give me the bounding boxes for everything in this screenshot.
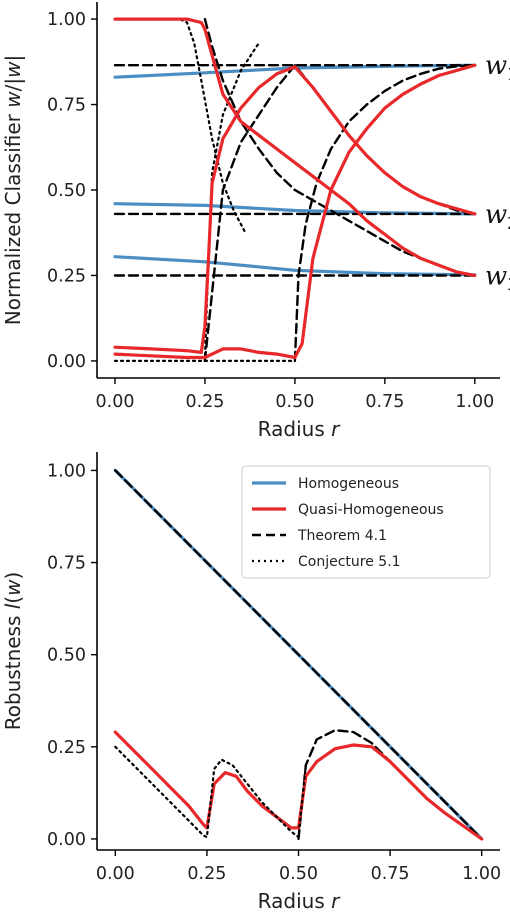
top-series-line-12-theory-dot [203,41,260,362]
y-tick-label: 1.00 [47,461,86,481]
x-tick-label: 0.75 [365,392,404,412]
top-series-line-11-theory-dot [113,18,246,233]
top-series-line-2-homogeneous [113,255,477,277]
x-axis-label: Radius r [258,417,341,441]
top-series-line-9-theory-dash [293,63,476,363]
y-axis-label: Normalized Classifier w/|w| [1,55,25,325]
y-tick-label: 0.75 [47,554,86,574]
top-series-line-16-quasi [113,63,477,360]
x-tick-label: 0.50 [279,864,318,884]
top-series-line-15-quasi [113,65,477,354]
top-series-line-13-quasi [113,17,207,31]
x-tick-label: 0.50 [275,392,314,412]
x-tick-label: 0.25 [185,392,224,412]
annotation-w3: w3 [485,261,510,295]
y-tick-label: 0.75 [47,96,86,116]
legend-label: Quasi-Homogeneous [298,502,444,518]
annotation-w1: w1 [485,51,510,85]
y-tick-label: 0.50 [47,181,86,201]
y-tick-label: 0.25 [47,738,86,758]
legend-label: Homogeneous [298,476,399,492]
legend-label: Theorem 4.1 [297,528,387,544]
top-series-line-6-theory-dash [203,17,297,192]
bottom-chart: 0.00 0.25 0.50 0.75 1.00 0.00 0.25 0.50 0.75 1.00… [1,452,501,913]
y-tick-label: 1.00 [47,10,86,30]
legend-label: Conjecture 5.1 [298,554,401,570]
x-tick-label: 0.75 [371,864,410,884]
x-tick-label: 0.00 [96,392,135,412]
y-tick-label: 0.50 [47,646,86,666]
legend: Homogeneous Quasi-Homogeneous Theorem 4.1 C… [241,465,491,579]
top-series-line-14-quasi [203,27,477,278]
bottom-series-line-1-theory-dash [114,469,483,841]
legend-box [241,465,491,579]
annotation-w2: w2 [485,200,510,234]
x-tick-label: 0.00 [96,864,135,884]
y-axis-label: Robustness l(w) [1,572,25,731]
y-tick-label: 0.00 [47,830,86,850]
top-series-line-1-homogeneous [113,202,477,216]
bottom-series-line-3-quasi [113,730,484,841]
y-tick-label: 0.00 [47,352,86,372]
bottom-series-line-4-theory-dot [114,745,307,839]
y-tick-label: 0.25 [47,266,86,286]
top-chart: 0.00 0.25 0.50 0.75 1.00 0.00 0.25 0.50 0.75 1.00… [1,2,510,441]
x-axis-label: Radius r [258,889,341,913]
x-tick-label: 0.25 [187,864,226,884]
x-tick-label: 1.00 [462,864,501,884]
x-tick-label: 1.00 [455,392,494,412]
